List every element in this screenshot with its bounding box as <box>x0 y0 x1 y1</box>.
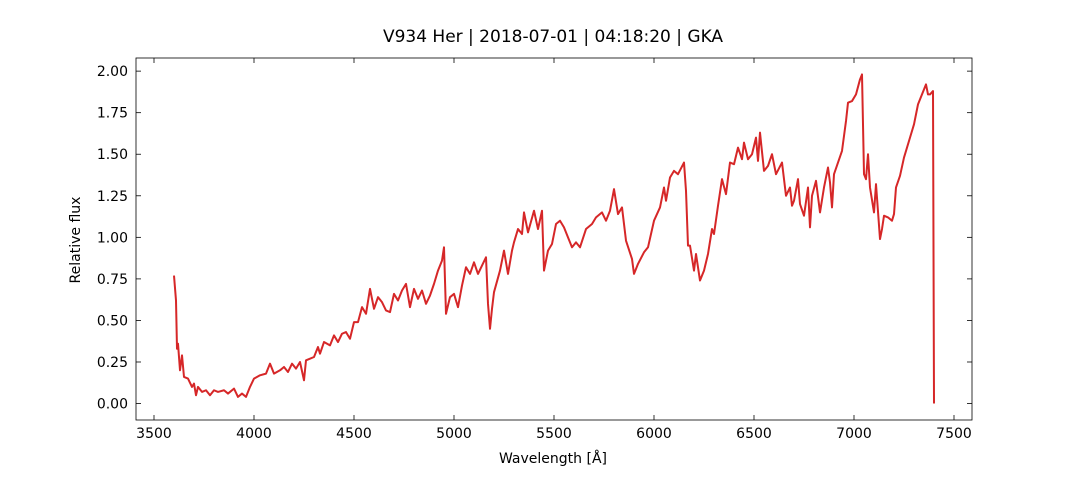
x-tick-label: 7500 <box>936 426 972 442</box>
x-tick-label: 6000 <box>636 426 672 442</box>
x-tick-label: 7000 <box>836 426 872 442</box>
y-tick-label: 1.00 <box>97 230 128 246</box>
x-tick-label: 4000 <box>236 426 272 442</box>
x-tick-label: 6500 <box>736 426 772 442</box>
y-tick-label: 1.50 <box>97 147 128 163</box>
spectrum-line <box>173 73 935 404</box>
y-tick-label: 1.25 <box>97 189 128 205</box>
plot-frame <box>135 57 973 421</box>
x-tick-label: 3500 <box>136 426 172 442</box>
y-tick-label: 0.25 <box>97 355 128 371</box>
y-axis-label: Relative flux <box>68 197 84 284</box>
y-tick-label: 0.50 <box>97 313 128 329</box>
y-tick-label: 2.00 <box>97 64 128 80</box>
x-tick-label: 5000 <box>436 426 472 442</box>
x-axis-label: Wavelength [Å] <box>499 450 607 467</box>
y-tick-label: 1.75 <box>97 106 128 122</box>
x-tick-label: 4500 <box>336 426 372 442</box>
x-tick-label: 5500 <box>536 426 572 442</box>
y-tick-label: 0.75 <box>97 272 128 288</box>
y-tick-label: 0.00 <box>97 397 128 413</box>
chart-title: V934 Her | 2018-07-01 | 04:18:20 | GKA <box>383 27 723 47</box>
